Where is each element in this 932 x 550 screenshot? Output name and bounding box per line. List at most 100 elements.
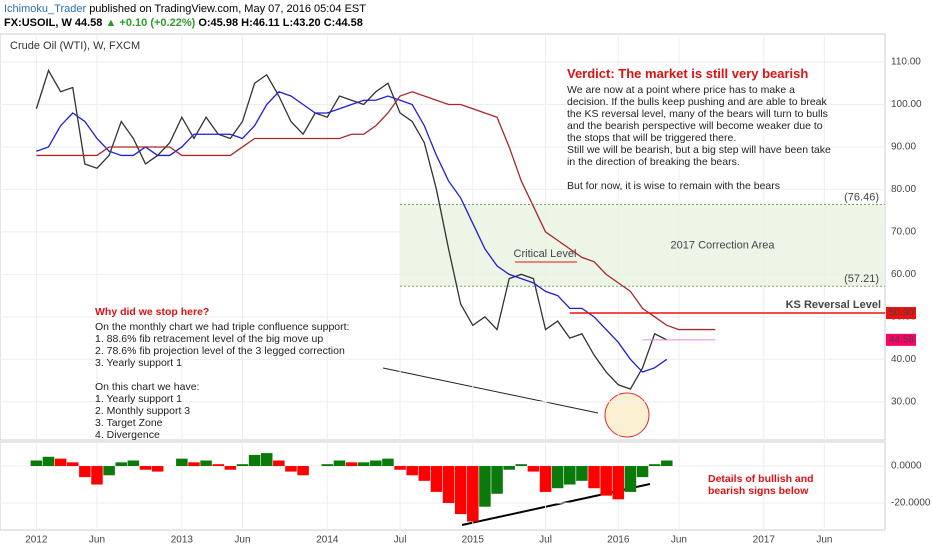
x-tick-label: 2016 <box>607 535 630 546</box>
verdict-line: We are now at a point where price has to… <box>567 84 796 96</box>
osc-bar <box>321 464 334 467</box>
verdict-line: Still we will be bearish, but a big step… <box>567 144 831 156</box>
verdict-line: in the direction of breaking the bears. <box>567 156 740 168</box>
osc-bar <box>30 460 43 467</box>
x-tick-label: Jun <box>234 535 250 546</box>
why-line: On the monthly chart we had triple confl… <box>95 321 350 333</box>
osc-bar <box>139 466 152 470</box>
osc-bar <box>285 466 297 472</box>
ks-label: KS Reversal Level <box>786 299 881 311</box>
why-line <box>95 369 349 381</box>
why-line: 1. Yearly support 1 <box>95 393 182 405</box>
y-tick-label: 0.0000 <box>891 461 922 472</box>
x-tick-label: Jul <box>394 535 407 546</box>
osc-bar <box>103 466 115 476</box>
why-line: 3. Target Zone <box>95 417 163 429</box>
osc-bar <box>503 466 515 470</box>
osc-bar <box>176 458 188 467</box>
last: 44.58 <box>74 17 103 29</box>
verdict-line: the KS reversal level, many of the bears… <box>567 108 828 120</box>
verdict-line: decision. If the bulls keep pushing and … <box>567 96 827 108</box>
osc-bar <box>42 456 55 467</box>
osc-bar <box>624 466 637 492</box>
osc-bar <box>273 460 285 467</box>
last-price-tag <box>886 333 916 346</box>
series-line <box>36 91 716 331</box>
x-tick-label: Jun <box>671 535 687 546</box>
y-tick-label: 90.00 <box>891 142 916 153</box>
osc-bar <box>66 462 79 467</box>
quote-line: FX:USOIL, W 44.58 ▲ +0.10 (+0.22%) O:45.… <box>4 17 363 29</box>
verdict-line: and the bearish perspective will become … <box>567 120 823 132</box>
ks-value: 50.90 <box>889 308 914 319</box>
ks-tag <box>886 307 916 320</box>
y-tick-label: 30.00 <box>891 396 916 407</box>
why-line: On this chart we have: <box>95 381 200 393</box>
osc-bar <box>564 466 576 485</box>
why-title: Why did we stop here? <box>95 306 210 318</box>
zone-bottom-label: (57.21) <box>844 273 879 285</box>
verdict-block: Verdict: The market is still very bearis… <box>567 66 831 192</box>
note-block: Details of bullish and bearish signs belo… <box>708 473 814 497</box>
low: L:43.20 <box>282 17 321 29</box>
why-line: 4. Divergence <box>95 429 160 441</box>
published: published on TradingView.com, May 07, 20… <box>89 3 366 15</box>
osc-bar <box>539 466 552 492</box>
osc-bar <box>260 453 273 467</box>
osc-bar <box>479 466 491 507</box>
why-line: 2. 78.6% fib projection level of the 3 l… <box>95 345 345 357</box>
high: H:46.11 <box>241 17 280 29</box>
x-tick-label: Jun <box>89 535 105 546</box>
why-line: 2. Monthly support 3 <box>95 405 191 417</box>
open: O:45.98 <box>198 17 239 29</box>
osc-bar <box>588 466 600 489</box>
x-tick-label: 2012 <box>25 535 48 546</box>
osc-bar <box>576 466 588 481</box>
osc-bar <box>224 466 237 470</box>
osc-bar <box>648 464 661 467</box>
note-line: bearish signs below <box>708 485 809 497</box>
osc-bar <box>527 466 540 472</box>
osc-bar <box>248 454 261 467</box>
osc-bar <box>551 466 564 489</box>
chart-title: Crude Oil (WTI), W, FXCM <box>10 40 141 52</box>
close: C:44.58 <box>323 17 363 29</box>
osc-bar <box>151 466 164 472</box>
osc-bar <box>333 460 346 467</box>
x-tick-label: 2013 <box>171 535 194 546</box>
osc-bar <box>297 466 309 476</box>
osc-bar <box>370 460 382 467</box>
osc-bar <box>418 466 431 481</box>
osc-bar <box>188 462 200 467</box>
osc-bar <box>91 466 103 485</box>
divergence-line <box>382 367 599 414</box>
verdict-title: Verdict: The market is still very bearis… <box>567 66 809 81</box>
last-price-value: 44.58 <box>889 334 914 345</box>
osc-bar <box>515 464 528 467</box>
osc-bar <box>467 466 479 522</box>
series-line <box>35 68 668 390</box>
osc-bar <box>357 462 370 467</box>
osc-bar <box>54 458 67 467</box>
verdict-line: But for now, it is wise to remain with t… <box>567 180 781 192</box>
correction-zone <box>400 204 885 287</box>
y-tick-label: 80.00 <box>891 184 916 195</box>
y-tick-label: 70.00 <box>891 227 916 238</box>
osc-bar <box>661 460 673 467</box>
osc-bar <box>200 460 212 467</box>
zone-top-label: (76.46) <box>844 191 879 203</box>
y-tick-label: 100.00 <box>891 99 922 110</box>
series-line <box>36 91 668 373</box>
why-line: 1. 88.6% fib retracement level of the bi… <box>95 333 324 345</box>
why-block: Why did we stop here? On the monthly char… <box>95 306 349 441</box>
osc-bar <box>394 466 406 470</box>
osc-bar <box>636 466 649 478</box>
osc-bar <box>442 466 455 504</box>
note-line: Details of bullish and <box>708 473 814 485</box>
change: ▲ +0.10 (+0.22%) <box>105 17 196 29</box>
zone-label: 2017 Correction Area <box>671 239 776 251</box>
osc-bar <box>127 460 140 467</box>
verdict-line: the stops that will be triggered there. <box>567 132 737 144</box>
x-tick-label: 2014 <box>316 535 339 546</box>
